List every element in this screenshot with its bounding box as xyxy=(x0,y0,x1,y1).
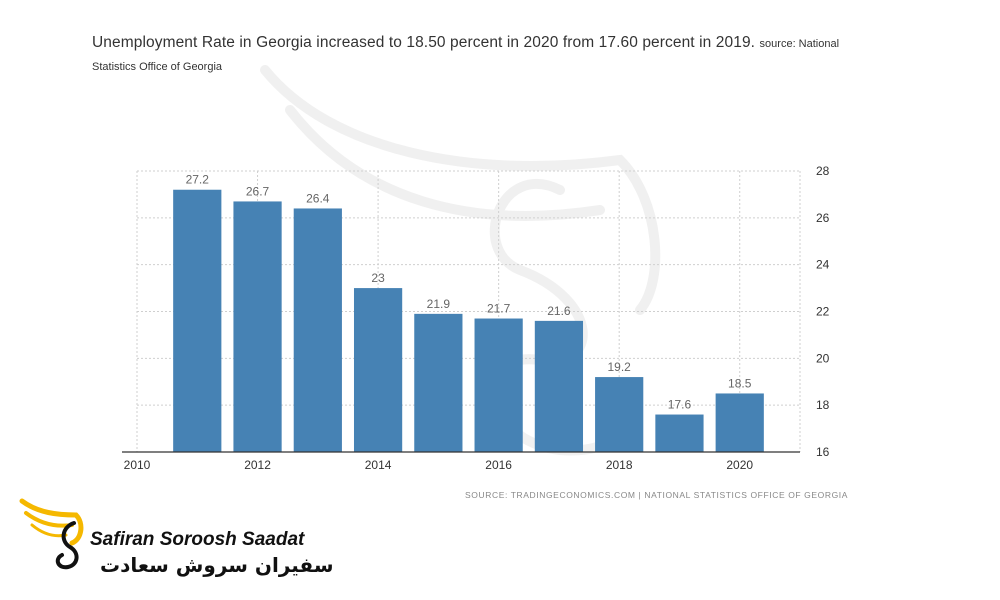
bar-value-label: 21.6 xyxy=(547,304,571,318)
y-tick-label: 18 xyxy=(816,398,830,412)
bar-value-label: 23 xyxy=(371,271,385,285)
x-tick-label: 2012 xyxy=(244,458,271,472)
x-tick-label: 2010 xyxy=(124,458,151,472)
bar xyxy=(715,393,764,452)
bar-value-label: 19.2 xyxy=(608,360,632,374)
y-tick-label: 26 xyxy=(816,211,830,225)
chart-title-text: Unemployment Rate in Georgia increased t… xyxy=(92,34,756,51)
chart-title: Unemployment Rate in Georgia increased t… xyxy=(92,34,892,73)
bar xyxy=(233,201,282,452)
x-tick-label: 2016 xyxy=(485,458,512,472)
bar-value-label: 18.5 xyxy=(728,376,752,390)
bar-value-label: 17.6 xyxy=(668,398,692,412)
x-tick-label: 2018 xyxy=(606,458,633,472)
bar-value-label: 21.9 xyxy=(427,297,451,311)
bar xyxy=(293,208,342,452)
source-footnote: SOURCE: TRADINGECONOMICS.COM | NATIONAL … xyxy=(465,490,849,500)
x-tick-label: 2014 xyxy=(365,458,392,472)
y-tick-label: 20 xyxy=(816,351,830,365)
y-tick-label: 22 xyxy=(816,305,830,319)
bar xyxy=(173,189,222,452)
bar xyxy=(655,414,704,452)
bar xyxy=(595,377,644,452)
bar-value-label: 21.7 xyxy=(487,302,511,316)
company-logo: Safiran Soroosh Saadat سفیران سروش سعادت xyxy=(18,493,334,583)
y-tick-label: 28 xyxy=(816,164,830,178)
swan-logo-icon xyxy=(19,498,84,570)
bar xyxy=(414,313,463,452)
bar-value-label: 27.2 xyxy=(186,173,210,187)
bar xyxy=(534,320,584,452)
y-tick-label: 16 xyxy=(816,445,830,459)
bar xyxy=(353,288,403,452)
logo-name-fa: سفیران سروش سعادت xyxy=(100,553,334,577)
chart-source-rest: Statistics Office of Georgia xyxy=(92,61,223,73)
x-tick-label: 2020 xyxy=(726,458,753,472)
bar-value-label: 26.7 xyxy=(246,184,270,198)
y-tick-label: 24 xyxy=(816,258,830,272)
bar xyxy=(474,318,523,452)
chart-source-prefix: source: National xyxy=(759,38,840,50)
bar-value-label: 26.4 xyxy=(306,191,330,205)
logo-name-en: Safiran Soroosh Saadat xyxy=(90,529,305,550)
